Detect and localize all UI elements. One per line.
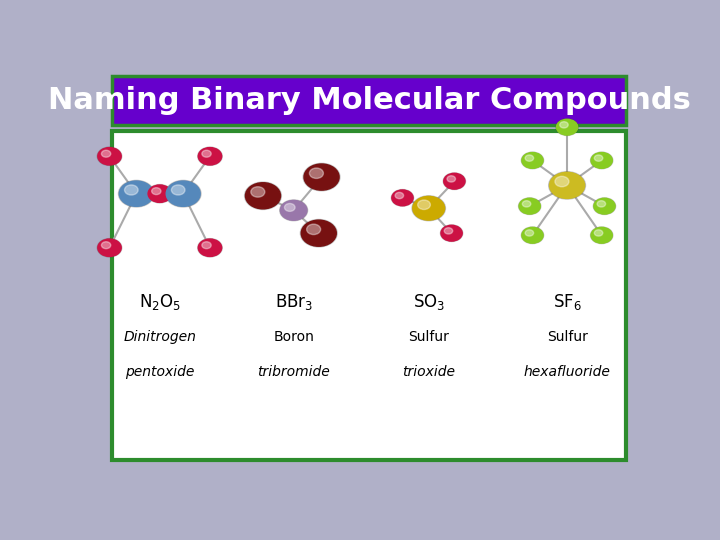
Circle shape [412,196,446,221]
Circle shape [202,242,211,248]
Circle shape [556,119,578,136]
Circle shape [597,201,606,207]
Circle shape [202,150,211,157]
Circle shape [549,172,585,199]
Circle shape [444,173,466,190]
Circle shape [557,119,577,135]
Circle shape [418,200,431,210]
Circle shape [102,242,111,248]
Circle shape [97,147,122,165]
Circle shape [590,227,613,244]
Text: N$_2$O$_5$: N$_2$O$_5$ [139,292,181,312]
Circle shape [522,227,543,243]
Circle shape [304,164,339,190]
Circle shape [198,239,222,257]
Circle shape [591,152,612,168]
Circle shape [441,225,463,241]
Circle shape [518,198,541,214]
Circle shape [198,147,222,165]
Circle shape [522,152,543,168]
Circle shape [152,188,161,194]
Circle shape [251,187,265,197]
Circle shape [166,181,200,206]
Circle shape [549,172,585,198]
Circle shape [98,147,121,165]
Circle shape [301,220,336,246]
Text: Naming Binary Molecular Compounds: Naming Binary Molecular Compounds [48,86,690,114]
Circle shape [593,198,616,214]
Circle shape [125,185,138,195]
Circle shape [392,190,413,206]
Text: Dinitrogen: Dinitrogen [123,330,196,344]
Circle shape [284,204,295,211]
Circle shape [594,198,615,214]
Text: Sulfur: Sulfur [546,330,588,344]
Circle shape [98,239,121,256]
Circle shape [300,219,337,247]
Circle shape [521,227,544,244]
FancyBboxPatch shape [112,76,626,125]
Text: BBr$_3$: BBr$_3$ [274,292,312,312]
Circle shape [245,182,282,210]
Text: trioxide: trioxide [402,366,455,380]
Circle shape [413,197,445,220]
Circle shape [307,224,320,234]
Circle shape [559,122,568,128]
Text: Sulfur: Sulfur [408,330,449,344]
Text: tribromide: tribromide [257,366,330,380]
Circle shape [97,239,122,257]
Circle shape [594,230,603,236]
Circle shape [555,177,569,187]
Circle shape [591,227,612,243]
Circle shape [310,168,323,178]
Circle shape [522,201,531,207]
Circle shape [525,155,534,161]
Text: hexafluoride: hexafluoride [523,366,611,380]
Circle shape [119,180,154,207]
Circle shape [519,198,540,214]
Circle shape [444,228,453,234]
Circle shape [120,181,153,206]
FancyBboxPatch shape [112,131,626,460]
Circle shape [525,230,534,236]
Text: SO$_3$: SO$_3$ [413,292,445,312]
Circle shape [166,180,201,207]
Circle shape [246,183,281,209]
Circle shape [392,190,414,206]
Text: pentoxide: pentoxide [125,366,194,380]
Circle shape [198,239,222,256]
Circle shape [280,200,307,220]
Circle shape [148,185,172,203]
Circle shape [171,185,185,195]
Circle shape [148,185,171,202]
Circle shape [279,200,307,221]
Circle shape [590,152,613,168]
Text: Boron: Boron [273,330,314,344]
Circle shape [395,192,404,199]
Circle shape [594,155,603,161]
Circle shape [441,225,462,241]
Circle shape [444,173,465,189]
Circle shape [521,152,544,168]
Circle shape [447,176,456,182]
Circle shape [102,150,111,157]
Text: SF$_6$: SF$_6$ [553,292,582,312]
Circle shape [198,147,222,165]
Circle shape [303,163,340,191]
